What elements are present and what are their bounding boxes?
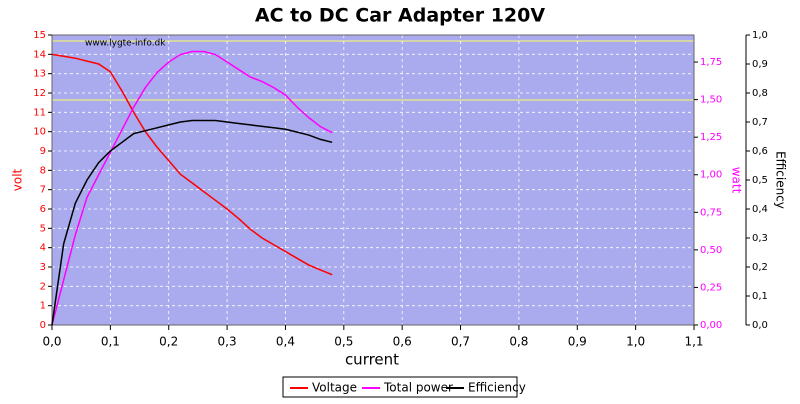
y3-tick-label: 0,0 <box>752 320 768 331</box>
x-tick-label: 0,4 <box>276 335 295 349</box>
y-tick-label: 11 <box>33 107 46 118</box>
y-tick-label: 6 <box>40 204 46 215</box>
x-tick-label: 0,7 <box>451 335 470 349</box>
y2-tick-label: 0,50 <box>700 245 722 256</box>
y3-tick-label: 0,5 <box>752 175 768 186</box>
y-tick-label: 0 <box>40 320 46 331</box>
y-tick-label: 1 <box>40 301 46 312</box>
y3-tick-label: 0,2 <box>752 262 768 273</box>
y-tick-label: 4 <box>40 243 46 254</box>
y2-tick-label: 0,25 <box>700 282 722 293</box>
y-tick-label: 9 <box>40 146 46 157</box>
y-tick-label: 3 <box>40 262 46 273</box>
y3-tick-label: 1,0 <box>752 30 768 41</box>
y-tick-label: 5 <box>40 223 46 234</box>
y2-tick-label: 1,75 <box>700 57 722 68</box>
x-tick-label: 0,3 <box>218 335 237 349</box>
legend-label: Efficiency <box>468 381 526 395</box>
y-tick-label: 8 <box>40 165 46 176</box>
y-axis-label: volt <box>11 168 25 191</box>
y3-tick-label: 0,6 <box>752 146 768 157</box>
plot-area <box>52 35 694 325</box>
y-tick-label: 13 <box>33 69 46 80</box>
y3-tick-label: 0,8 <box>752 88 768 99</box>
watermark: www.lygte-info.dk <box>85 39 166 49</box>
x-tick-label: 0,5 <box>334 335 353 349</box>
y3-tick-label: 0,3 <box>752 233 768 244</box>
legend-label: Voltage <box>312 381 357 395</box>
y-tick-label: 10 <box>33 127 46 138</box>
y-tick-label: 7 <box>40 185 46 196</box>
x-tick-label: 0,8 <box>509 335 528 349</box>
y3-tick-label: 0,1 <box>752 291 768 302</box>
x-tick-label: 0,6 <box>393 335 412 349</box>
legend-box <box>282 376 518 398</box>
y2-tick-label: 1,25 <box>700 132 722 143</box>
y2-tick-label: 0,75 <box>700 207 722 218</box>
y2-tick-label: 0,00 <box>700 320 722 331</box>
x-tick-label: 1,1 <box>684 335 703 349</box>
y-tick-label: 12 <box>33 88 46 99</box>
chart-title: AC to DC Car Adapter 120V <box>255 5 545 27</box>
x-tick-label: 1,0 <box>626 335 645 349</box>
y3-tick-label: 0,7 <box>752 117 768 128</box>
series-line <box>51 119 333 326</box>
y3-tick-label: 0,4 <box>752 204 768 215</box>
x-tick-label: 0,0 <box>42 335 61 349</box>
y3-tick-label: 0,9 <box>752 59 768 70</box>
y-tick-label: 14 <box>33 49 46 60</box>
y-tick-label: 2 <box>40 281 46 292</box>
x-axis-label: current <box>345 351 399 369</box>
series-line <box>51 50 333 326</box>
y2-axis-label: watt <box>730 167 744 194</box>
series-line <box>51 53 333 276</box>
y2-tick-label: 1,50 <box>700 95 722 106</box>
x-tick-label: 0,9 <box>568 335 587 349</box>
y3-axis-label: Efficiency <box>774 151 788 209</box>
y2-tick-label: 1,00 <box>700 170 722 181</box>
legend-label: Total power <box>383 381 453 395</box>
x-tick-label: 0,1 <box>101 335 120 349</box>
x-tick-label: 0,2 <box>159 335 178 349</box>
plot-border <box>51 34 695 326</box>
y-tick-label: 15 <box>33 30 46 41</box>
